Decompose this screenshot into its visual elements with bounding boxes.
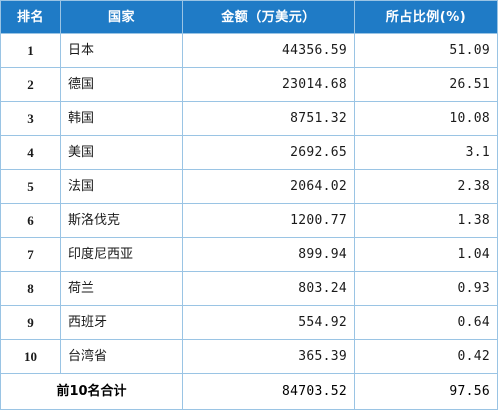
country-cell: 西班牙	[60, 305, 183, 340]
rank-cell: 5	[0, 169, 61, 204]
country-cell: 斯洛伐克	[60, 203, 183, 238]
rank-cell: 10	[0, 339, 61, 374]
table-row: 7 印度尼西亚 899.94 1.04	[0, 237, 498, 272]
amount-cell: 803.24	[182, 271, 355, 306]
amount-cell: 2692.65	[182, 135, 355, 170]
rank-cell: 7	[0, 237, 61, 272]
rank-cell: 2	[0, 67, 61, 102]
table-row: 5 法国 2064.02 2.38	[0, 169, 498, 204]
table-row: 2 德国 23014.68 26.51	[0, 67, 498, 102]
share-cell: 3.1	[354, 135, 498, 170]
share-cell: 1.38	[354, 203, 498, 238]
header-amount: 金额（万美元）	[182, 0, 355, 34]
table-row: 8 荷兰 803.24 0.93	[0, 271, 498, 306]
country-cell: 德国	[60, 67, 183, 102]
share-cell: 0.93	[354, 271, 498, 306]
header-country: 国家	[60, 0, 183, 34]
share-cell: 10.08	[354, 101, 498, 136]
amount-cell: 365.39	[182, 339, 355, 374]
rank-cell: 1	[0, 33, 61, 68]
amount-cell: 899.94	[182, 237, 355, 272]
table-body: 1 日本 44356.59 51.09 2 德国 23014.68 26.51 3 韩国 8751.…	[0, 33, 498, 374]
total-label: 前10名合计	[0, 373, 183, 410]
table-row: 10 台湾省 365.39 0.42	[0, 339, 498, 374]
table-row: 3 韩国 8751.32 10.08	[0, 101, 498, 136]
country-cell: 韩国	[60, 101, 183, 136]
table-header-row: 排名 国家 金额（万美元） 所占比例(%)	[0, 0, 498, 34]
share-cell: 0.42	[354, 339, 498, 374]
table-row: 1 日本 44356.59 51.09	[0, 33, 498, 68]
header-rank: 排名	[0, 0, 61, 34]
amount-cell: 23014.68	[182, 67, 355, 102]
rank-cell: 4	[0, 135, 61, 170]
total-row: 前10名合计 84703.52 97.56	[0, 373, 498, 410]
rank-cell: 6	[0, 203, 61, 238]
country-cell: 印度尼西亚	[60, 237, 183, 272]
share-cell: 26.51	[354, 67, 498, 102]
header-share: 所占比例(%)	[354, 0, 498, 34]
amount-cell: 8751.32	[182, 101, 355, 136]
table-row: 4 美国 2692.65 3.1	[0, 135, 498, 170]
rank-cell: 8	[0, 271, 61, 306]
rank-cell: 9	[0, 305, 61, 340]
amount-cell: 1200.77	[182, 203, 355, 238]
amount-cell: 44356.59	[182, 33, 355, 68]
table-row: 6 斯洛伐克 1200.77 1.38	[0, 203, 498, 238]
total-share: 97.56	[354, 373, 498, 410]
rank-cell: 3	[0, 101, 61, 136]
country-cell: 日本	[60, 33, 183, 68]
share-cell: 1.04	[354, 237, 498, 272]
share-cell: 0.64	[354, 305, 498, 340]
table-row: 9 西班牙 554.92 0.64	[0, 305, 498, 340]
country-cell: 台湾省	[60, 339, 183, 374]
share-cell: 51.09	[354, 33, 498, 68]
country-cell: 法国	[60, 169, 183, 204]
country-cell: 美国	[60, 135, 183, 170]
total-amount: 84703.52	[182, 373, 355, 410]
amount-cell: 2064.02	[182, 169, 355, 204]
share-cell: 2.38	[354, 169, 498, 204]
country-cell: 荷兰	[60, 271, 183, 306]
amount-cell: 554.92	[182, 305, 355, 340]
